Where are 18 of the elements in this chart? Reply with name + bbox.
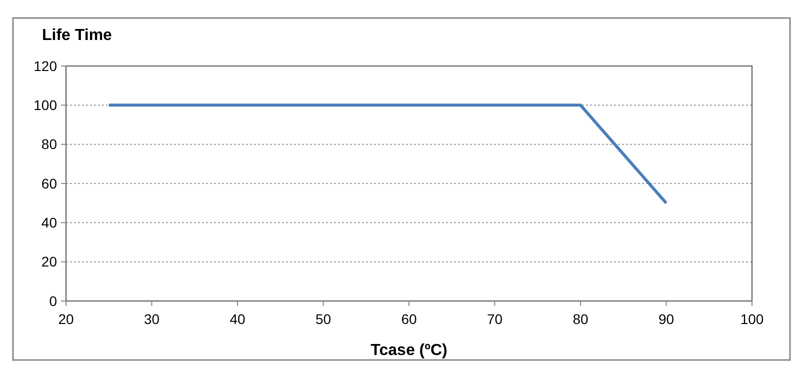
x-tick-label: 90 xyxy=(658,311,674,327)
y-tick-label: 120 xyxy=(34,58,58,74)
y-tick-label: 20 xyxy=(41,254,58,270)
x-tick-label: 20 xyxy=(58,311,74,327)
x-tick-label: 50 xyxy=(315,311,332,327)
x-tick-label: 30 xyxy=(144,311,160,327)
y-tick-label: 60 xyxy=(41,175,58,192)
x-tick-label: 60 xyxy=(401,311,417,327)
x-tick-label: 70 xyxy=(486,311,503,327)
x-axis-title: Tcase (ºC) xyxy=(370,342,448,359)
y-tick-label: 0 xyxy=(49,292,58,309)
y-tick-label: 80 xyxy=(41,136,58,152)
y-tick-label: 100 xyxy=(34,97,58,114)
x-tick-label: 80 xyxy=(572,311,588,327)
y-axis-title: Life Time xyxy=(42,27,112,44)
x-tick-label: 40 xyxy=(230,311,246,327)
x-tick-label: 100 xyxy=(740,311,764,327)
y-tick-label: 40 xyxy=(41,214,58,231)
